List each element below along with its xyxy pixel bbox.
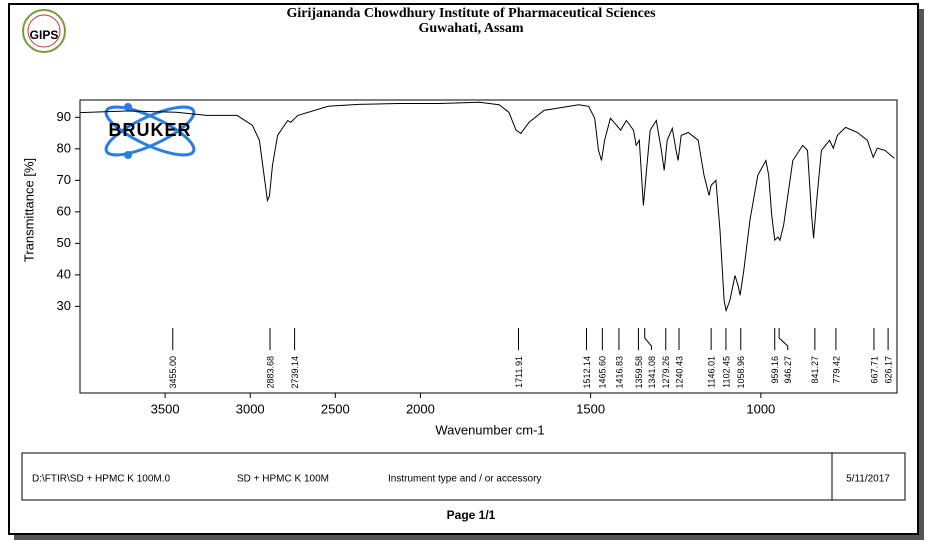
peak-label: 1058.96: [736, 356, 746, 389]
peak-label: 1240.43: [674, 356, 684, 389]
y-tick-label: 60: [57, 203, 71, 218]
title: Girijananda Chowdhury Institute of Pharm…: [286, 6, 656, 21]
orbit: [104, 105, 196, 157]
y-axis-label: Transmittance [%]: [21, 158, 36, 262]
info-box: [21, 452, 906, 501]
peak-label: 626.17: [883, 356, 893, 384]
x-tick-label: 1000: [746, 401, 775, 416]
peak-label: 841.27: [810, 356, 820, 384]
peak-label: 946.27: [783, 356, 793, 384]
peak-label: 779.42: [831, 356, 841, 384]
peak-label: 3455.00: [168, 356, 178, 389]
sample-name: SD + HPMC K 100M: [237, 474, 329, 485]
peak-label: 1102.45: [721, 356, 731, 388]
logo-inner: [27, 14, 61, 48]
peak-marker: [644, 328, 652, 350]
peak-label: 1416.83: [614, 356, 624, 389]
x-tick-label: 3500: [151, 401, 180, 416]
y-tick-label: 90: [57, 109, 71, 124]
spectrum-line: [79, 101, 895, 313]
peak-label: 1512.14: [582, 356, 592, 389]
y-tick-label: 70: [57, 172, 71, 187]
y-tick-label: 40: [57, 266, 71, 281]
date: 5/11/2017: [846, 474, 890, 485]
peak-label: 1279.26: [661, 356, 671, 389]
x-tick-label: 2500: [321, 401, 350, 416]
logo-ring: [22, 9, 66, 53]
brand: BRUKER: [108, 120, 191, 140]
y-tick-label: 80: [57, 140, 71, 155]
logo-text: GIPS: [30, 28, 59, 42]
instrument: Instrument type and / or accessory: [388, 474, 541, 485]
peak-label: 667.71: [869, 356, 879, 384]
x-tick-label: 3000: [236, 401, 265, 416]
electron: [124, 103, 132, 111]
orbit: [104, 105, 196, 157]
plot-frame: [79, 99, 898, 394]
peak-label: 1146.01: [707, 356, 717, 388]
y-tick-label: 30: [57, 298, 71, 313]
electron: [124, 151, 132, 159]
file-path: D:\FTIR\SD + HPMC K 100M.0: [32, 474, 171, 485]
gips-logo: GIPS: [22, 9, 66, 53]
x-tick-label: 2000: [406, 401, 435, 416]
peak-label: 1359.58: [634, 356, 644, 389]
peak-label: 1341.08: [647, 356, 657, 389]
page-number: Page 1/1: [447, 508, 496, 522]
y-tick-label: 50: [57, 235, 71, 250]
peak-label: 959.16: [770, 356, 780, 384]
page-frame: [8, 3, 919, 535]
peak-label: 1711.91: [514, 356, 524, 388]
peak-label: 1465.60: [598, 356, 608, 389]
x-tick-label: 1500: [576, 401, 605, 416]
peak-label: 2883.68: [265, 356, 275, 389]
bruker-logo: BRUKER: [104, 103, 196, 159]
peak-marker: [778, 328, 789, 350]
subtitle: Guwahati, Assam: [418, 21, 523, 36]
peak-label: 2739.14: [290, 356, 300, 389]
x-axis-label: Wavenumber cm-1: [435, 422, 544, 437]
